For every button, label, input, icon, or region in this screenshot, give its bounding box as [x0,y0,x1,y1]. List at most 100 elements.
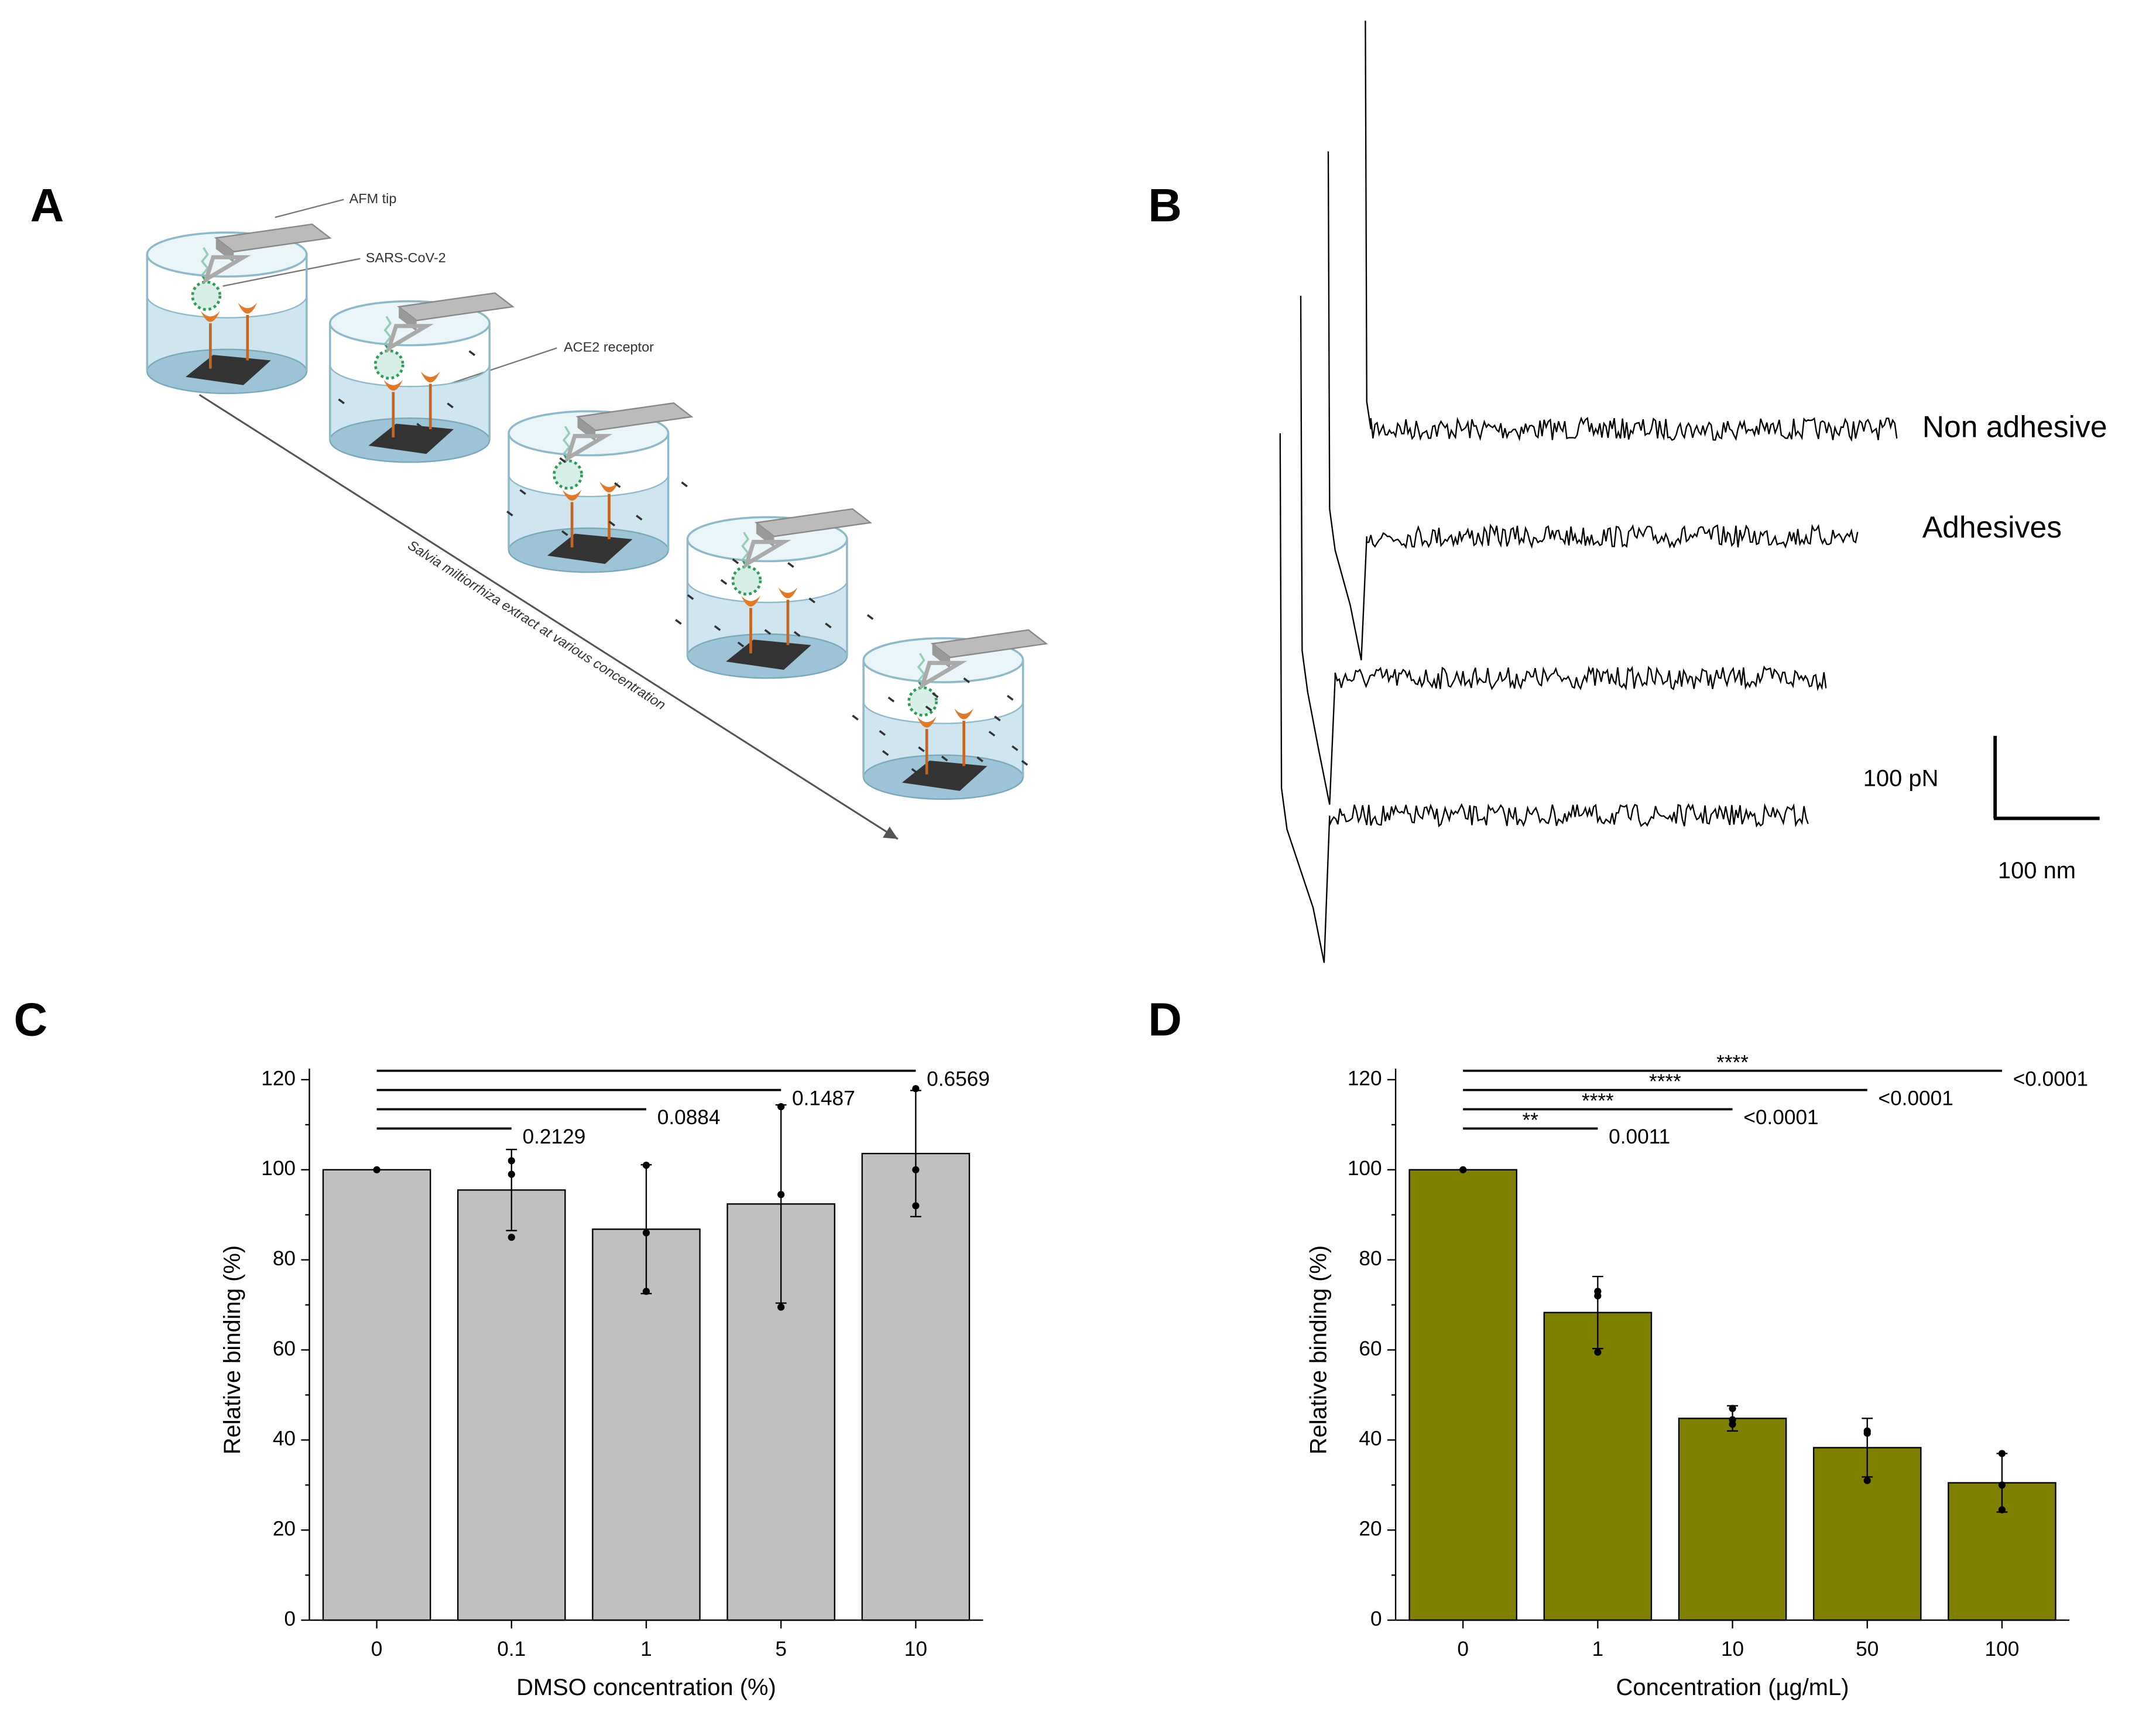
substrate [547,533,633,564]
extract-particle [882,750,889,756]
extract-particle [825,622,832,629]
bar [322,1169,431,1621]
extract-particle [1021,759,1029,766]
y-tick-label: 0 [1370,1607,1382,1630]
extract-particle [793,631,801,637]
beaker-wall [862,660,1024,778]
extract-particle [941,755,948,762]
beaker-wall [328,323,491,440]
extract-particle [737,641,745,648]
y-tick-label: 80 [1359,1247,1382,1270]
scale-label: 100 pN [1863,765,1939,791]
receptor-head [200,310,220,322]
extract-particle [732,558,739,564]
data-point [508,1234,515,1241]
data-point [777,1191,785,1199]
data-point [777,1303,785,1311]
extract-particle [787,562,794,568]
significance-stars: ** [1523,1109,1539,1132]
data-point [1998,1506,2006,1514]
x-tick-label: 0 [1457,1638,1469,1661]
arrow-head [882,826,898,839]
bar [1678,1418,1787,1621]
data-point [912,1166,920,1173]
virus [907,686,938,717]
x-axis-label: Concentration (µg/mL) [1616,1675,1849,1700]
data-point [1594,1348,1602,1356]
extract-particle [506,511,513,516]
diagram-label: SARS-CoV-2 [366,250,446,265]
receptor-head [741,595,760,607]
receptor-head [238,302,258,314]
data-point [1729,1405,1736,1412]
x-tick-label: 50 [1856,1638,1879,1661]
extract-particle [1011,745,1019,751]
afm-tip [743,540,791,569]
curve-label: Non adhesive [1922,410,2107,444]
extract-particle [687,594,694,600]
receptor-head [383,379,403,391]
significance-stars: **** [1716,1051,1749,1074]
significance-stars: **** [1582,1090,1614,1112]
receptor-head [954,708,974,720]
afm-tip [564,434,613,463]
p-value: 0.2129 [523,1125,586,1148]
bar [1543,1312,1653,1621]
extract-particle [1006,694,1014,701]
p-value: 0.6569 [927,1067,990,1090]
panel-label: B [1148,179,1182,231]
force-trace [1365,20,1898,442]
extract-particle [887,696,895,703]
extract-particle [852,714,859,721]
afm-tip [385,324,434,353]
significance-stars: **** [1649,1070,1681,1093]
x-tick-label: 10 [904,1638,927,1661]
data-point [1998,1450,2006,1457]
diagram: Salvia miltiorrhiza extract at various c… [146,191,1048,840]
afm-cantilever [754,508,872,538]
beaker-wall [686,539,848,656]
afm-cantilever [214,223,332,253]
leader-line [275,198,344,218]
x-axis-label: DMSO concentration (%) [516,1675,776,1700]
extract-particle [994,715,1001,722]
extract-particle [879,730,886,736]
extract-particle [608,521,616,527]
virus [731,565,762,596]
extract-particle [714,625,721,631]
data-point [1594,1292,1602,1300]
afm-tip [918,660,968,690]
panel-label: A [30,179,64,231]
x-tick-label: 5 [775,1638,787,1661]
y-axis-label: Relative binding (%) [1305,1245,1331,1454]
leader-line [222,258,361,287]
y-tick-label: 0 [284,1607,296,1630]
extract-particle [931,692,939,699]
data-point [1863,1429,1871,1437]
substrate [726,639,811,670]
y-tick-label: 120 [1348,1067,1382,1090]
p-value: 0.0884 [657,1106,721,1129]
x-tick-label: 1 [1592,1638,1604,1661]
data-point [912,1202,920,1210]
extract-particle [720,579,728,585]
extract-particle [559,457,566,463]
y-tick-label: 60 [273,1337,296,1360]
y-tick-label: 100 [1348,1157,1382,1180]
extract-particle [918,746,925,752]
extract-particle [416,423,423,429]
data-point [1998,1481,2006,1489]
diagram-label: ACE2 receptor [564,340,654,355]
x-tick-label: 100 [1985,1638,2020,1661]
substrate [902,761,988,791]
extract-particle [976,756,983,762]
y-axis-label: Relative binding (%) [220,1245,245,1454]
panel-label: D [1148,994,1182,1046]
p-value: <0.0001 [1879,1087,1953,1110]
virus [373,349,405,380]
extract-particle [681,481,688,488]
data-point [912,1085,920,1093]
beaker-wall [508,433,670,550]
force-trace [1327,151,1859,660]
